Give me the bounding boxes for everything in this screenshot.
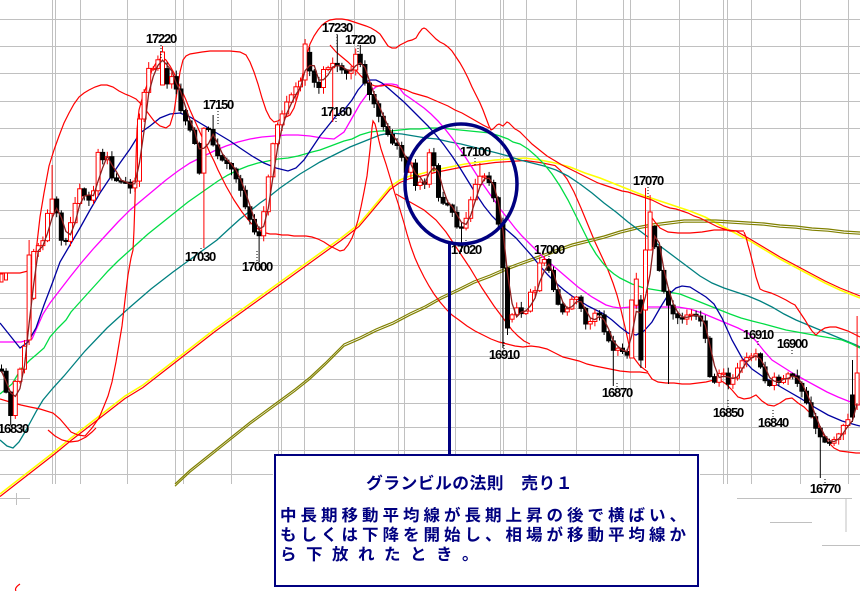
svg-text:16870: 16870 <box>602 385 633 400</box>
svg-text:17150: 17150 <box>203 97 234 112</box>
svg-text:16910: 16910 <box>743 327 774 342</box>
svg-text:17160: 17160 <box>321 104 352 119</box>
svg-text:16840: 16840 <box>758 415 789 430</box>
svg-text:17020: 17020 <box>451 242 482 257</box>
svg-text:17000: 17000 <box>534 242 565 257</box>
svg-text:17100: 17100 <box>460 144 491 159</box>
svg-text:17070: 17070 <box>633 173 664 188</box>
svg-text:17030: 17030 <box>185 249 216 264</box>
svg-text:17230: 17230 <box>322 20 353 35</box>
svg-text:16900: 16900 <box>777 336 808 351</box>
svg-text:17220: 17220 <box>345 32 376 47</box>
svg-text:16850: 16850 <box>713 405 744 420</box>
svg-text:16770: 16770 <box>810 481 841 496</box>
svg-text:16830: 16830 <box>0 421 29 436</box>
svg-text:17220: 17220 <box>146 31 177 46</box>
svg-text:16910: 16910 <box>489 347 520 362</box>
svg-text:17000: 17000 <box>242 259 273 274</box>
